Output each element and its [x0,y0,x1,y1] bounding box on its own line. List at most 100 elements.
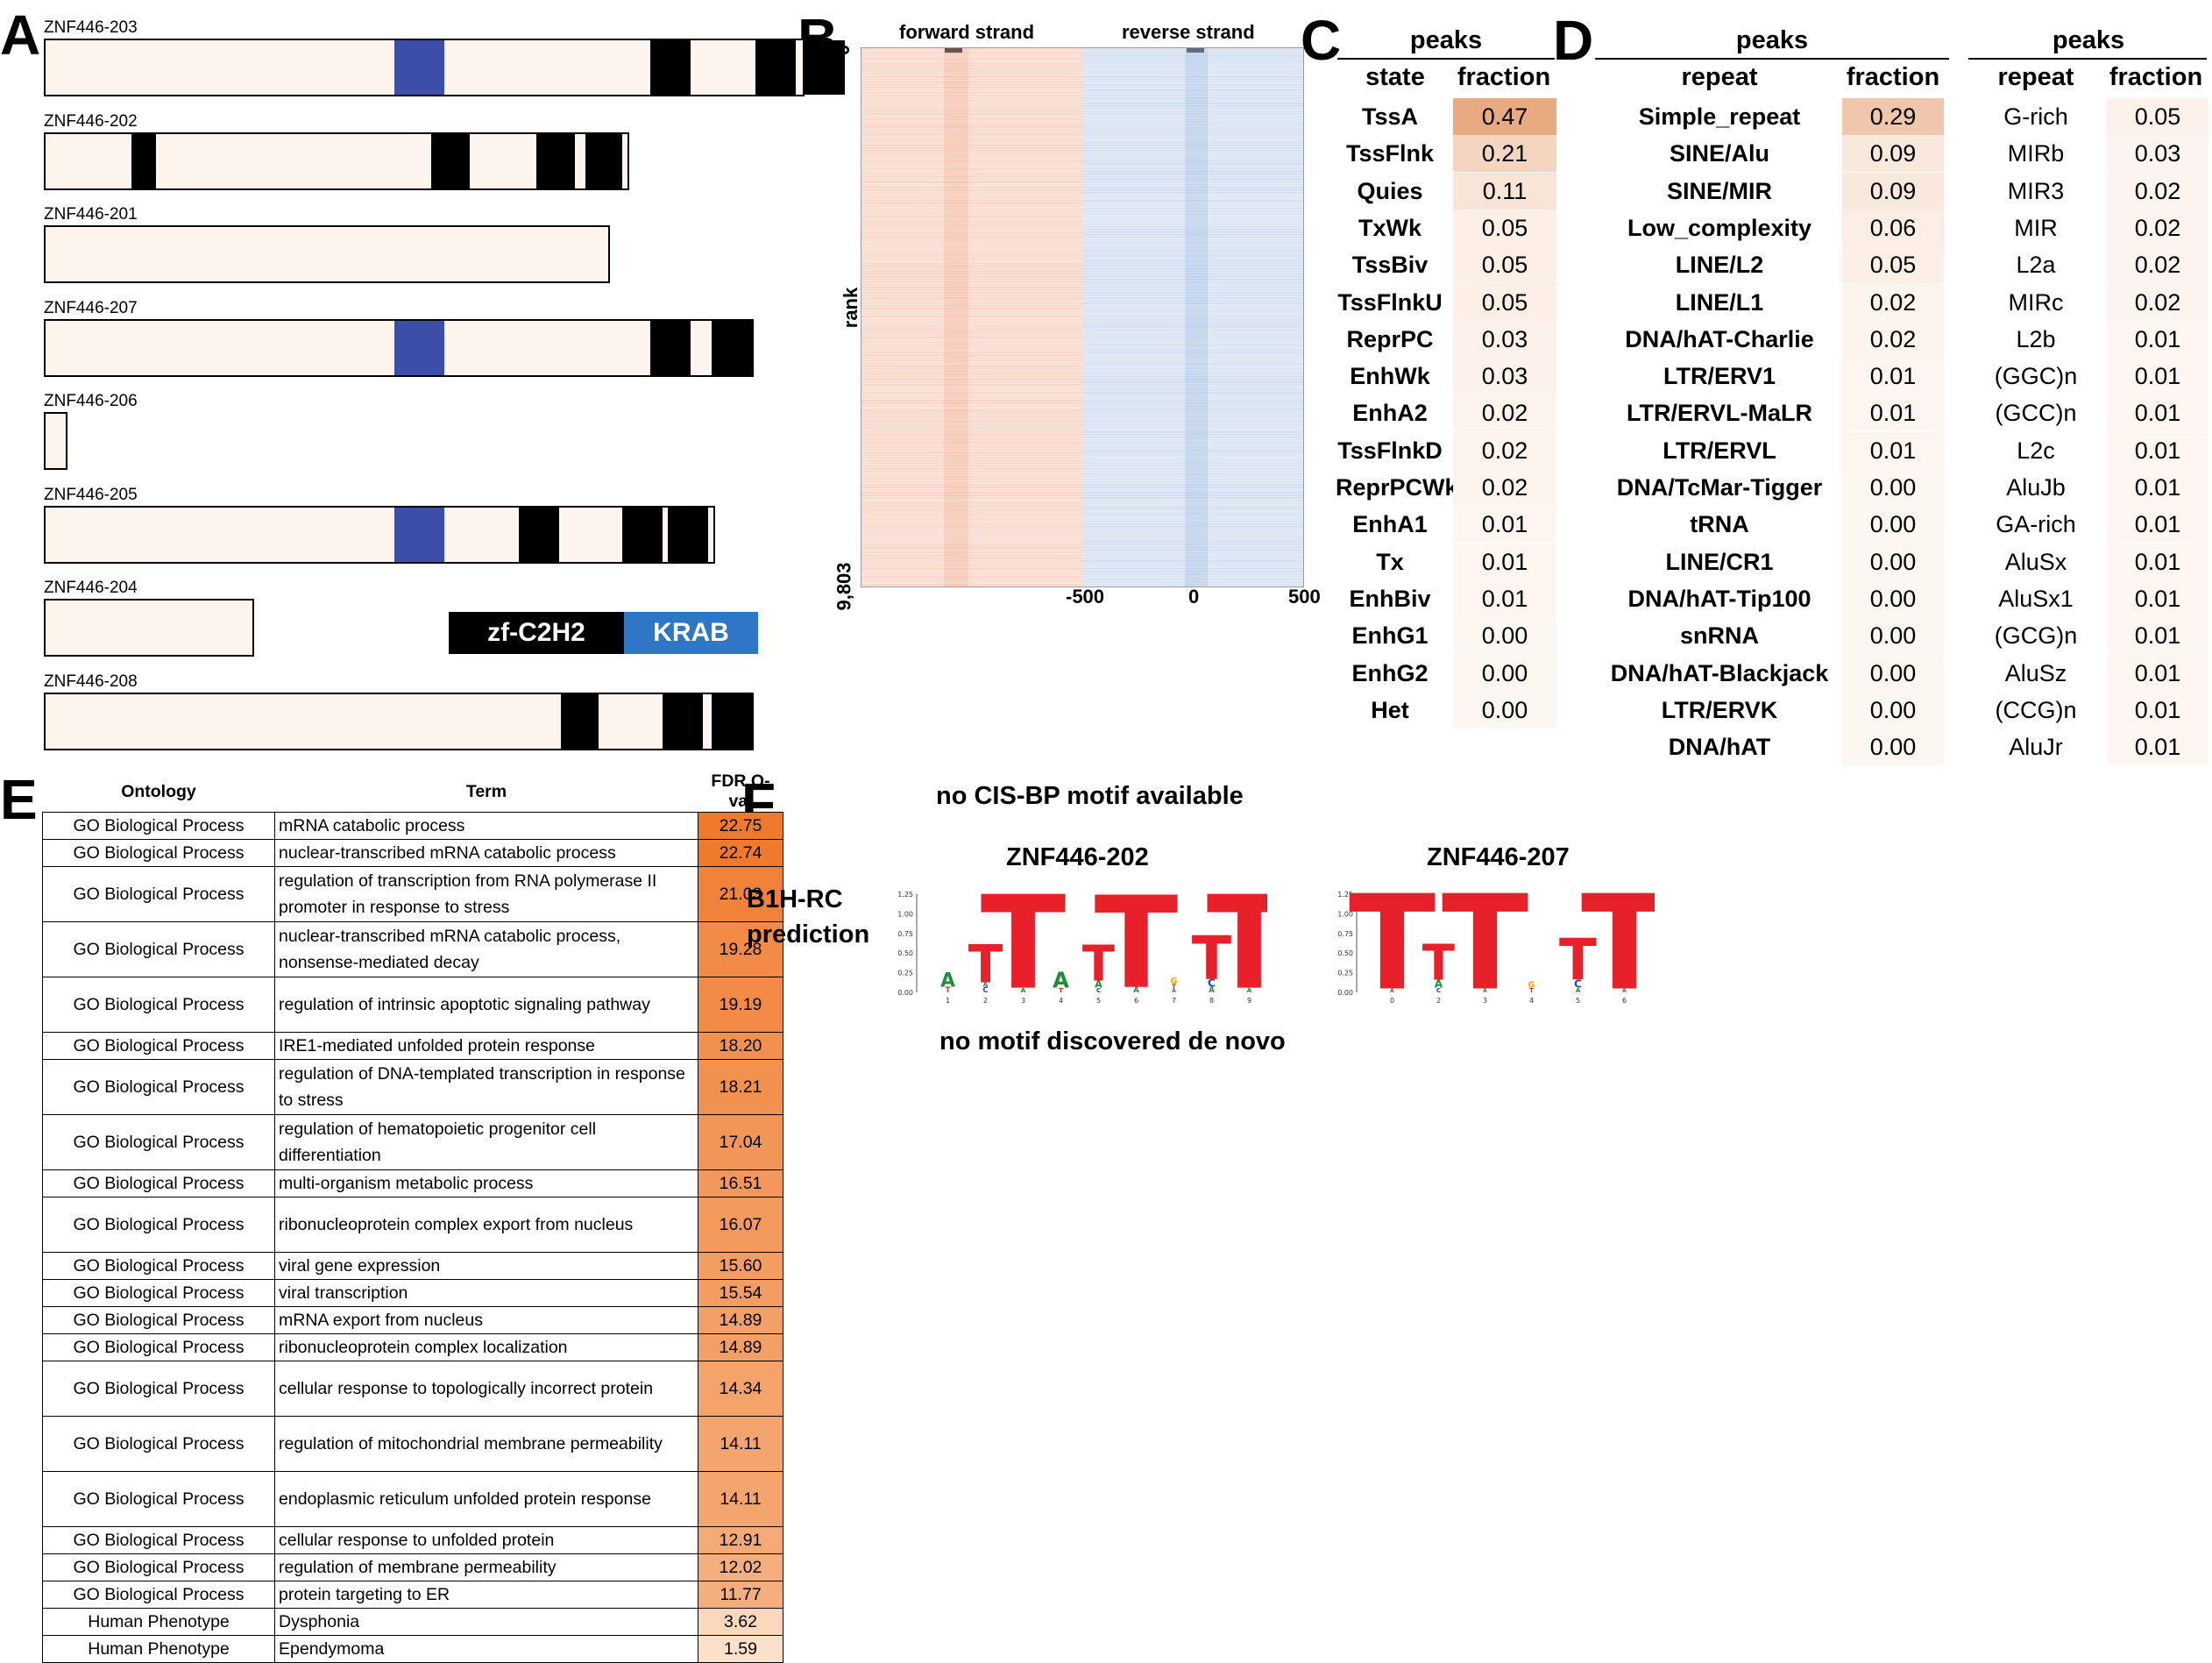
reverse-signal-row [1082,237,1304,238]
table-cell: ReprPC [1346,325,1434,352]
table-cell: TssFlnkD [1337,437,1443,464]
logo-letter: T [1059,986,1063,994]
table-cell: MIR3 [2007,177,2065,204]
logo-x-tick-label: 6 [1134,997,1138,1005]
reverse-signal-row [1082,458,1304,459]
forward-signal-row [861,347,1082,349]
forward-signal-row [861,402,1082,404]
table-row: GO Biological Process cellular response t… [42,1526,783,1554]
reverse-signal-row [1082,224,1304,225]
table-cell: EnhA2 [1352,400,1428,427]
reverse-signal-row [1082,134,1304,136]
reverse-signal-row [1082,505,1304,507]
forward-signal-row [861,345,1082,346]
forward-signal-row [861,492,1082,494]
table-cell: LTR/ERVL-MaLR [1627,400,1812,427]
forward-signal-row [861,139,1082,141]
logo-letter: C [1096,986,1101,994]
reverse-signal-row [1082,76,1304,78]
forward-signal-row [861,442,1082,444]
zf-c2h2-domain [431,133,470,188]
forward-signal-row [861,510,1082,512]
reverse-signal-row [1082,100,1304,102]
isoform-bar [44,599,254,657]
table-cell: 0.02 [2107,172,2208,210]
forward-signal-row [861,258,1082,259]
reverse-signal-row [1082,494,1304,496]
forward-signal-row [861,108,1082,110]
fdr-cell: 14.89 [698,1333,783,1361]
reverse-signal-row [1082,400,1304,402]
forward-signal-row [861,89,1082,91]
reverse-signal-row [1082,92,1304,94]
forward-signal-row [861,479,1082,480]
reverse-signal-row [1082,366,1304,367]
table-cell: EnhG1 [1351,622,1429,650]
forward-signal-row [861,405,1082,407]
reverse-signal-row [1082,53,1304,54]
fdr-cell: 15.54 [698,1279,783,1307]
forward-signal-row [861,245,1082,246]
reverse-signal-row [1082,263,1304,265]
reverse-signal-row [1082,379,1304,380]
forward-signal-row [861,418,1082,420]
panel-c-col-fraction: fraction [1457,63,1551,91]
logo-letter: C [982,986,988,995]
forward-signal-row [861,187,1082,188]
table-cell: EnhBiv [1349,585,1431,612]
forward-signal-row [861,489,1082,491]
table-cell: MIRc [2008,288,2064,316]
table-cell: 0.01 [2107,728,2208,766]
forward-signal-row [861,521,1082,522]
forward-signal-row [861,431,1082,433]
zf-c2h2-domain [536,133,575,188]
reverse-signal-row [1082,484,1304,486]
reverse-signal-row [1082,531,1304,533]
reverse-signal-row [1082,539,1304,541]
forward-signal-row [861,550,1082,551]
reverse-signal-row [1082,329,1304,330]
reverse-signal-row [1082,97,1304,99]
forward-signal-row [861,384,1082,386]
reverse-signal-row [1082,126,1304,128]
reverse-signal-row [1082,242,1304,244]
reverse-signal-row [1082,437,1304,438]
forward-signal-row [861,305,1082,307]
reverse-signal-row [1082,368,1304,370]
forward-signal-row [861,213,1082,215]
reverse-signal-row [1082,187,1304,188]
rank-axis-top: 0 [832,44,854,56]
forward-signal-row [861,355,1082,357]
logo-letter: A [1483,988,1487,994]
logo-letter: A [1021,986,1026,994]
reverse-signal-row [1082,489,1304,491]
logo-letter: A [1622,988,1627,994]
logo-y-tick-label: 0.75 [897,930,913,938]
table-cell: DNA/hAT-Blackjack [1610,659,1829,686]
term-cell: regulation of mitochondrial membrane per… [274,1416,698,1472]
logo-letter: C [1574,977,1582,990]
panel-d-col-fraction: fraction [1846,63,1940,91]
forward-signal-row [861,376,1082,378]
forward-signal-row [861,284,1082,286]
krab-domain [394,507,444,562]
forward-signal-row [861,529,1082,530]
table-cell: TxWk [1358,214,1421,241]
reverse-signal-row [1082,266,1304,267]
table-cell: 0.05 [2107,98,2208,135]
forward-signal-row [861,321,1082,323]
reverse-signal-row [1082,87,1304,89]
table-cell: 0.05 [1453,209,1556,246]
isoform-label: ZNF446-207 [44,298,138,317]
heatmap-frame [861,47,1304,587]
panel-d2-group-title: peaks [2052,26,2125,54]
reverse-signal-row [1082,129,1304,131]
forward-signal-row [861,563,1082,565]
reverse-signal-row [1082,473,1304,475]
isoform-bar [44,131,629,190]
logo-letter: A [1172,988,1176,994]
logo-letter: A [1053,967,1069,992]
reverse-signal-row [1082,250,1304,252]
table-row: GO Biological Process regulation of intri… [42,977,783,1033]
reverse-signal-row [1082,139,1304,141]
